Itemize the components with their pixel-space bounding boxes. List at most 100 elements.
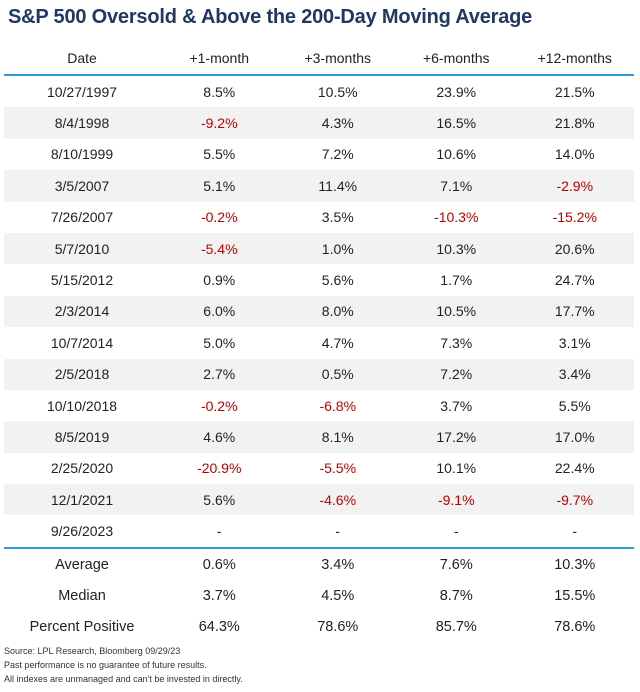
row-label: 2/5/2018 — [4, 358, 160, 390]
row-label: 2/25/2020 — [50, 460, 114, 477]
note: Source: LPL Research, Bloomberg 09/29/23 — [4, 646, 181, 656]
cell-value: -9.1% — [397, 484, 516, 516]
summary-row: Median 3.7% 4.5% 8.7% 15.5% — [4, 580, 634, 611]
cell-value: 64.3% — [198, 619, 240, 636]
cell-value: -10.3% — [434, 209, 479, 226]
cell-value: -9.2% — [160, 107, 279, 139]
cell-value: -5.4% — [160, 232, 279, 265]
cell-value: 8.0% — [278, 295, 397, 328]
row-label: Median — [58, 587, 106, 604]
title: S&P 500 Oversold & Above the 200-Day Mov… — [8, 6, 533, 28]
cell-value: 17.7% — [515, 295, 634, 328]
cell-value: 5.5% — [558, 397, 591, 414]
cell-value: 78.6% — [317, 619, 359, 636]
cell-value: 10.3% — [397, 232, 516, 265]
cell-value: 7.1% — [397, 170, 516, 202]
cell-value: 0.9% — [203, 272, 236, 289]
data-row: 10/27/1997 8.5% 10.5% 23.9% 21.5% — [4, 75, 634, 107]
row-label: 7/26/2007 — [50, 209, 114, 226]
cell-value: -9.7% — [515, 484, 634, 516]
note: Past performance is no guarantee of futu… — [4, 660, 207, 670]
cell-value: -6.8% — [319, 397, 357, 414]
cell-value: 3.1% — [558, 334, 591, 351]
cell-value: 15.5% — [554, 587, 596, 604]
row-label: 3/5/2007 — [4, 170, 160, 202]
data-row: 8/5/2019 4.6% 8.1% 17.2% 17.0% — [4, 421, 634, 453]
cell-value: 1.0% — [278, 232, 397, 265]
cell-value: 4.5% — [321, 587, 355, 604]
cell-value: 8.7% — [439, 587, 473, 604]
cell-value: 1.7% — [440, 272, 473, 289]
data-row: 9/26/2023- - - - — [4, 515, 634, 549]
cell-value: 16.5% — [397, 107, 516, 139]
column-header: +12-months — [515, 42, 634, 76]
cell-value: 3.5% — [321, 209, 354, 226]
cell-value: 78.6% — [554, 619, 596, 636]
row-label: 10/7/2014 — [50, 334, 114, 351]
cell-value: 24.7% — [554, 272, 595, 289]
cell-value: 3.7% — [202, 587, 236, 604]
table-header: Date +1-month +3-months +6-months +12-months — [4, 42, 634, 76]
row-label: 10/10/2018 — [46, 397, 118, 414]
cell-value: 3.4% — [321, 556, 355, 573]
summary-row: Average 0.6% 3.4% 7.6% 10.3% — [4, 548, 634, 580]
data-row: 8/10/1999 5.5% 7.2% 10.6% 14.0% — [4, 139, 634, 170]
header-row: Date +1-month +3-months +6-months +12-months — [4, 42, 634, 76]
row-label: 10/27/1997 — [46, 83, 118, 100]
cell-value: 3.4% — [515, 358, 634, 390]
column-header: +1-month — [160, 42, 279, 76]
cell-value: 20.6% — [515, 232, 634, 265]
cell-value: 3.7% — [440, 397, 473, 414]
cell-value: 0.6% — [202, 556, 236, 573]
cell-value: 21.5% — [554, 83, 595, 100]
cell-value: -20.9% — [197, 460, 242, 477]
row-label: 12/1/2021 — [4, 484, 160, 516]
cell-value: 7.2% — [321, 146, 354, 163]
cell-value: 6.0% — [160, 295, 279, 328]
cell-value: 23.9% — [436, 83, 477, 100]
row-label: 9/26/2023 — [4, 515, 160, 549]
notes: Source: LPL Research, Bloomberg 09/29/23… — [4, 644, 243, 686]
cell-value: 11.4% — [278, 170, 397, 202]
cell-value: 4.6% — [160, 421, 279, 453]
cell-value: 22.4% — [554, 460, 595, 477]
row-label: 8/10/1999 — [50, 146, 114, 163]
cell-value: 14.0% — [554, 146, 595, 163]
cell-value: -5.5% — [319, 460, 357, 477]
cell-value: 5.6% — [160, 484, 279, 516]
data-row: 12/1/2021 5.6% -4.6% -9.1% -9.7% — [4, 484, 634, 516]
row-label: 2/3/2014 — [4, 295, 160, 328]
cell-value: 5.1% — [160, 170, 279, 202]
table-summary: Average 0.6% 3.4% 7.6% 10.3% Median 3.7% 4.5% 8.… — [4, 548, 634, 643]
cell-value: - — [160, 515, 279, 549]
cell-value: - — [397, 515, 516, 549]
row-label: 5/7/2010 — [4, 232, 160, 265]
data-row: 7/26/2007 -0.2% 3.5% -10.3% -15.2% — [4, 202, 634, 233]
cell-value: 5.5% — [203, 146, 236, 163]
data-row: 2/5/2018 2.7% 0.5% 7.2% 3.4% — [4, 358, 634, 390]
cell-value: 7.6% — [439, 556, 473, 573]
data-row: 2/3/2014 6.0% 8.0% 10.5% 17.7% — [4, 295, 634, 328]
cell-value: -15.2% — [552, 209, 597, 226]
data-row: 2/25/2020 -20.9% -5.5% 10.1% 22.4% — [4, 453, 634, 484]
data-row: 8/4/1998 -9.2% 4.3% 16.5% 21.8% — [4, 107, 634, 139]
data-row: 5/7/2010 -5.4% 1.0% 10.3% 20.6% — [4, 232, 634, 265]
cell-value: - — [278, 515, 397, 549]
cell-value: 2.7% — [160, 358, 279, 390]
cell-value: 17.0% — [515, 421, 634, 453]
cell-value: 10.5% — [397, 295, 516, 328]
cell-value: -2.9% — [515, 170, 634, 202]
cell-value: -0.2% — [200, 209, 238, 226]
cell-value: 10.1% — [436, 460, 477, 477]
cell-value: 4.3% — [278, 107, 397, 139]
cell-value: - — [515, 515, 634, 549]
cell-value: 7.3% — [440, 334, 473, 351]
data-row: 10/10/2018 -0.2% -6.8% 3.7% 5.5% — [4, 390, 634, 421]
data-row: 5/15/2012 0.9% 5.6% 1.7% 24.7% — [4, 264, 634, 295]
returns-table: Date +1-month +3-months +6-months +12-months… — [4, 42, 634, 643]
column-header: Date — [4, 42, 160, 76]
cell-value: 10.6% — [436, 146, 477, 163]
cell-value: 85.7% — [435, 619, 477, 636]
cell-value: 7.2% — [397, 358, 516, 390]
